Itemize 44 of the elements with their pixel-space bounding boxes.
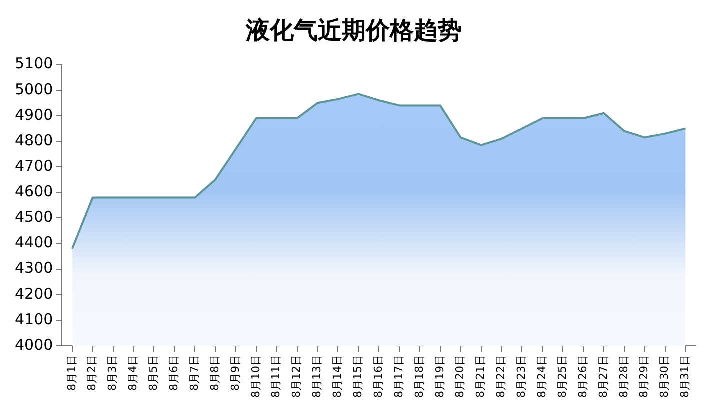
x-tick-label: 8月21日	[474, 355, 488, 398]
y-tick-label: 5100	[14, 54, 54, 73]
x-tick-label: 8月8日	[208, 355, 222, 392]
y-tick-label: 5000	[14, 80, 54, 98]
x-tick-label: 8月5日	[147, 355, 160, 392]
x-tick-label: 8月29日	[638, 355, 651, 398]
x-tick-label: 8月3日	[106, 355, 120, 392]
x-tick-label: 8月4日	[126, 355, 140, 392]
y-tick-label: 4600	[14, 182, 54, 201]
x-tick-label: 8月18日	[412, 355, 426, 398]
y-tick-label: 4200	[14, 284, 54, 303]
x-tick-label: 8月14日	[331, 355, 344, 398]
x-tick-label: 8月1日	[65, 355, 78, 392]
x-tick-label: 8月26日	[576, 355, 590, 398]
y-tick-label: 4300	[14, 259, 54, 278]
x-tick-label: 8月17日	[392, 355, 406, 398]
x-tick-label: 8月2日	[86, 355, 99, 392]
x-tick-label: 8月20日	[454, 355, 467, 398]
x-tick-label: 8月15日	[352, 355, 364, 398]
x-tick-label: 8月7日	[188, 355, 201, 392]
y-tick-label: 4000	[14, 336, 54, 354]
x-tick-label: 8月30日	[658, 355, 672, 398]
y-tick-label: 4700	[14, 156, 54, 175]
x-tick-label: 8月31日	[678, 355, 692, 398]
x-tick-label: 8月6日	[167, 355, 180, 392]
y-tick-label: 4400	[14, 234, 54, 252]
y-tick-label: 4500	[14, 208, 54, 226]
y-tick-label: 4800	[14, 131, 54, 150]
x-tick-label: 8月22日	[494, 355, 508, 398]
x-tick-label: 8月25日	[556, 355, 569, 398]
y-tick-label: 4100	[14, 310, 54, 328]
x-tick-label: 8月27日	[596, 355, 610, 398]
x-tick-label: 8月24日	[536, 355, 549, 398]
x-tick-label: 8月9日	[228, 355, 242, 392]
x-tick-label: 8月16日	[372, 355, 385, 398]
x-tick-label: 8月12日	[290, 355, 304, 398]
y-tick-label: 4900	[14, 106, 54, 124]
x-tick-label: 8月13日	[310, 355, 324, 398]
x-tick-label: 8月10日	[249, 355, 262, 398]
x-tick-label: 8月11日	[270, 355, 283, 398]
x-tick-label: 8月19日	[433, 355, 446, 398]
x-tick-label: 8月28日	[617, 355, 630, 398]
x-tick-label: 8月23日	[515, 355, 528, 398]
chart-title: 液化气近期价格趋势	[245, 16, 462, 45]
